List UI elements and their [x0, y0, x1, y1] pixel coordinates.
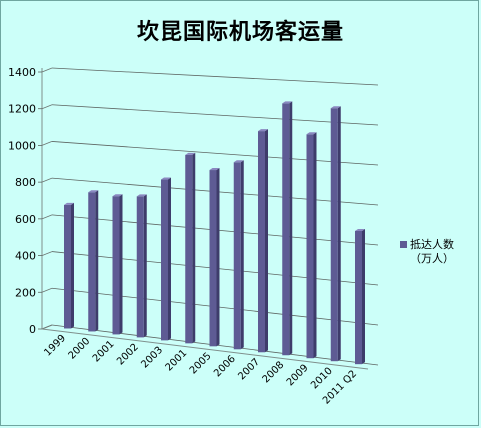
- bar-side: [240, 160, 244, 350]
- bar: [258, 129, 268, 353]
- bar-top: [161, 177, 171, 180]
- y-tick-label: 1000: [8, 139, 36, 152]
- bar-side: [337, 106, 341, 362]
- gridline-stub: [41, 141, 53, 146]
- legend-label-line2: （万人）: [410, 252, 454, 265]
- y-tick-label: 1200: [8, 103, 36, 116]
- x-tick-label: 2008: [261, 360, 287, 386]
- legend-entry: 抵达人数: [400, 238, 454, 252]
- bar-front: [233, 162, 241, 350]
- gridline-stub: [41, 287, 53, 293]
- bar-top: [355, 228, 365, 231]
- y-tick-label: 1400: [8, 66, 36, 79]
- bar-side: [143, 194, 147, 338]
- gridline-stub: [41, 251, 53, 256]
- bar-top: [136, 194, 147, 197]
- gridline: [51, 141, 379, 166]
- bar-top: [209, 168, 220, 171]
- bar-side: [289, 101, 293, 356]
- bar: [136, 194, 147, 338]
- x-tick-label: 2009: [285, 363, 311, 389]
- legend-swatch: [400, 241, 407, 248]
- gridline-stub: [41, 177, 53, 183]
- bar: [64, 202, 74, 329]
- bar-front: [306, 134, 314, 359]
- x-tick-label: 2001: [91, 339, 117, 365]
- gridline: [51, 104, 379, 126]
- bar-front: [136, 196, 144, 338]
- bar-top: [306, 132, 317, 135]
- bar-top: [330, 106, 341, 109]
- x-tick-label: 2007: [236, 357, 262, 383]
- bar: [209, 168, 220, 347]
- y-tick-label: 800: [15, 176, 36, 189]
- legend: 抵达人数 （万人）: [400, 238, 454, 266]
- gridline-stub: [41, 324, 53, 330]
- bar-front: [185, 154, 193, 344]
- bar-side: [313, 132, 317, 359]
- bar-side: [216, 168, 220, 347]
- bar-side: [265, 129, 268, 353]
- bar-top: [112, 194, 123, 197]
- gridline: [51, 67, 379, 86]
- x-tick-label: 2002: [115, 342, 141, 368]
- y-tick-label: 200: [15, 286, 36, 299]
- x-tick-label: 1999: [42, 333, 68, 359]
- bar-front: [330, 108, 338, 362]
- floor-front-edge: [41, 328, 369, 370]
- bar-side: [362, 228, 365, 365]
- bar-side: [168, 177, 171, 341]
- bar-side: [95, 190, 99, 332]
- bar: [88, 190, 99, 332]
- chart-title: 坎昆国际机场客运量: [136, 20, 344, 45]
- bar: [330, 106, 341, 362]
- bar: [112, 194, 123, 335]
- bar: [161, 177, 171, 341]
- bar-front: [258, 131, 265, 353]
- x-tick-label: 2003: [139, 345, 165, 371]
- bar-top: [185, 152, 196, 155]
- bar-front: [112, 196, 120, 335]
- bar: [233, 160, 244, 350]
- y-tick-label: 400: [15, 250, 36, 263]
- gridline-stub: [41, 67, 53, 73]
- y-tick-label: 600: [15, 213, 36, 226]
- x-tick-label: 2005: [188, 351, 214, 377]
- legend-label-line1: 抵达人数: [410, 238, 454, 251]
- bar: [282, 101, 293, 356]
- bar: [185, 152, 196, 344]
- bar-front: [282, 103, 290, 356]
- bar-side: [71, 202, 74, 329]
- bar-top: [64, 202, 74, 205]
- x-tick-label: 2006: [212, 354, 238, 380]
- x-tick-label: 2010: [309, 366, 335, 392]
- gridline-stub: [41, 104, 53, 110]
- bar-front: [209, 170, 217, 347]
- bar-front: [355, 230, 362, 365]
- bar-top: [258, 129, 268, 132]
- bar-side: [119, 194, 123, 335]
- bar: [306, 132, 317, 359]
- bar-top: [88, 190, 99, 193]
- y-tick-label: 0: [29, 323, 36, 336]
- bar-side: [192, 152, 196, 344]
- x-tick-label: 2000: [67, 336, 93, 362]
- bar-top: [282, 101, 293, 104]
- bar-front: [64, 204, 71, 329]
- bar-front: [161, 179, 168, 341]
- bar: [355, 228, 365, 365]
- gridline-stub: [41, 214, 53, 220]
- bar-front: [88, 192, 96, 332]
- bar-top: [233, 160, 244, 163]
- x-tick-label: 2001: [164, 348, 190, 374]
